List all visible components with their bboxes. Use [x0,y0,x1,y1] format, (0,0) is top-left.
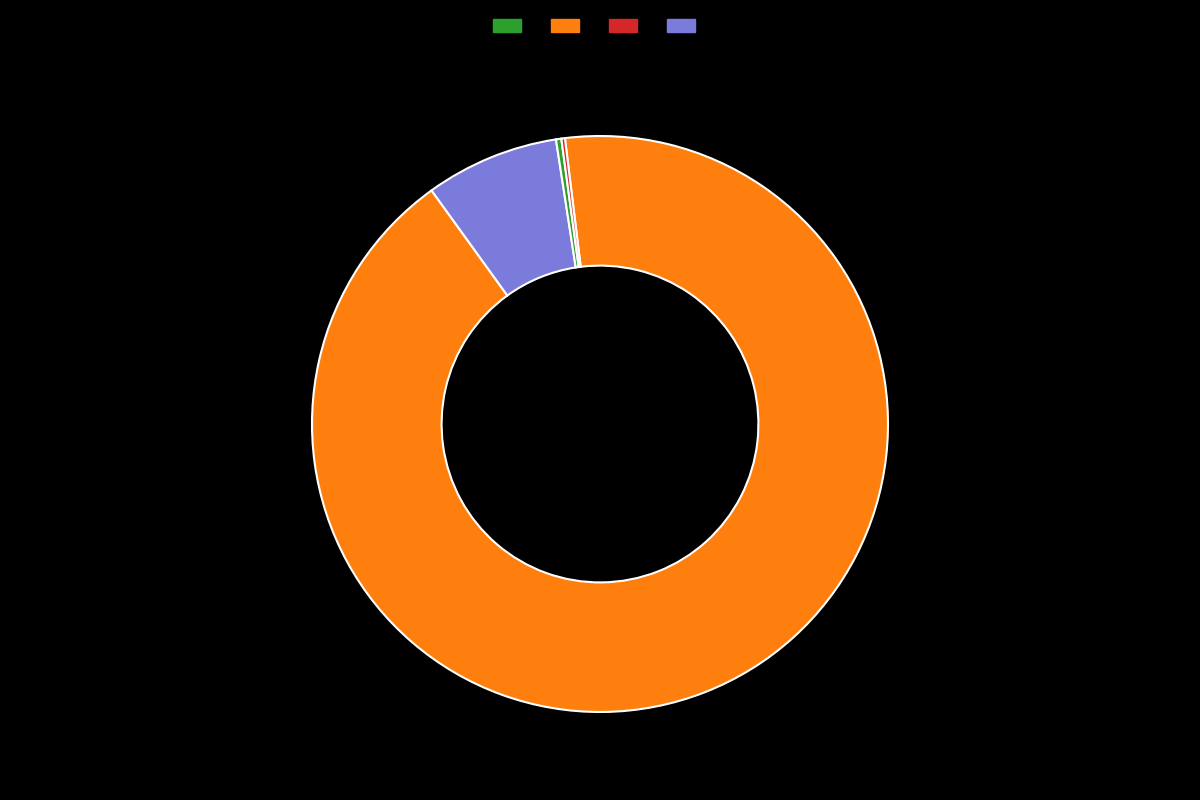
Wedge shape [556,138,578,267]
Wedge shape [312,136,888,712]
Legend: , , , : , , , [488,14,712,38]
Wedge shape [432,139,576,295]
Wedge shape [562,138,581,267]
